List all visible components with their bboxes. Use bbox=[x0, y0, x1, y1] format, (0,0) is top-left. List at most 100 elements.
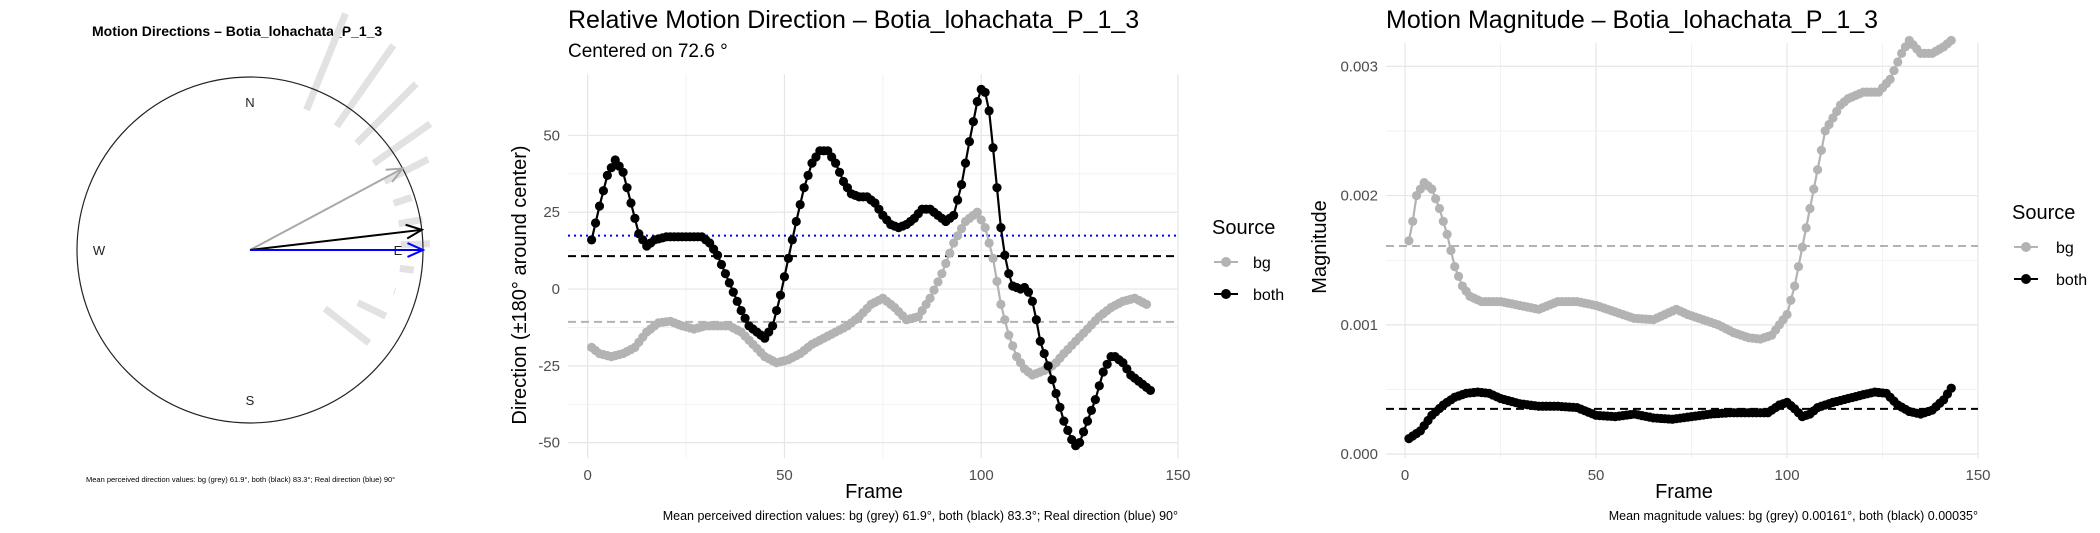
direction-legend-bg-label: bg bbox=[1253, 255, 1271, 272]
direction-legend-both-label: both bbox=[1253, 287, 1284, 304]
data-point-both bbox=[768, 321, 778, 331]
y-tick-label: 25 bbox=[543, 204, 560, 221]
data-point-both bbox=[980, 87, 990, 98]
data-point-bg bbox=[1408, 216, 1418, 227]
data-point-both bbox=[795, 199, 805, 210]
data-point-both bbox=[834, 167, 845, 177]
data-point-bg bbox=[956, 224, 967, 234]
data-point-bg bbox=[980, 223, 990, 233]
compass-title: Motion Directions – Botia_lohachata_P_1_… bbox=[92, 23, 382, 39]
data-point-bg bbox=[1797, 242, 1807, 252]
data-point-both bbox=[1051, 388, 1061, 399]
compass-label-south: S bbox=[246, 393, 255, 408]
compass-rose-spoke bbox=[382, 156, 430, 185]
x-tick-label: 100 bbox=[969, 467, 994, 484]
data-point-both bbox=[732, 296, 742, 306]
data-point-bg bbox=[1805, 203, 1815, 214]
data-point-bg bbox=[1004, 330, 1014, 340]
data-point-both bbox=[1043, 361, 1053, 371]
data-point-bg bbox=[1000, 315, 1010, 325]
direction-legend-both-marker bbox=[1221, 289, 1231, 299]
compass-rose-spoke bbox=[398, 216, 423, 228]
data-point-both bbox=[618, 167, 628, 177]
direction-y-axis-label: Direction (±180° around center) bbox=[509, 145, 531, 424]
y-tick-label: -50 bbox=[538, 435, 560, 452]
compass-rose-spokes bbox=[303, 12, 433, 346]
data-point-both bbox=[1047, 375, 1057, 385]
magnitude-legend-bg-label: bg bbox=[2056, 240, 2074, 257]
data-point-both bbox=[1055, 402, 1065, 412]
data-point-bg bbox=[1453, 271, 1464, 281]
magnitude-chart: Motion Magnitude – Botia_lohachata_P_1_3… bbox=[1309, 6, 2087, 523]
data-point-both bbox=[622, 183, 632, 193]
data-point-both bbox=[1023, 287, 1034, 297]
magnitude-legend-bg-marker bbox=[2021, 242, 2031, 252]
data-point-both bbox=[783, 253, 793, 263]
compass-rose-spoke bbox=[303, 12, 349, 112]
compass-arrows bbox=[249, 167, 426, 258]
data-point-both bbox=[712, 250, 723, 260]
data-point-both bbox=[791, 216, 801, 227]
y-tick-label: 0 bbox=[552, 281, 560, 298]
data-point-both bbox=[949, 210, 959, 220]
compass-arrow-both bbox=[249, 228, 422, 251]
magnitude-legend: Source bg both bbox=[2012, 202, 2087, 289]
data-point-bg bbox=[1438, 216, 1448, 227]
data-point-bg bbox=[1427, 184, 1437, 194]
data-point-bg bbox=[996, 299, 1006, 309]
data-point-bg bbox=[1809, 184, 1819, 194]
data-point-both bbox=[1027, 296, 1037, 306]
data-point-bg bbox=[1893, 57, 1903, 67]
y-tick-label: -25 bbox=[538, 358, 560, 375]
compass-panel: Motion Directions – Botia_lohachata_P_1_… bbox=[76, 12, 433, 484]
magnitude-series bbox=[1404, 35, 1956, 444]
direction-chart-title: Relative Motion Direction – Botia_lohach… bbox=[568, 6, 1139, 34]
x-tick-label: 50 bbox=[1588, 467, 1605, 484]
data-point-bg bbox=[1404, 236, 1414, 246]
y-tick-label: 0.003 bbox=[1340, 58, 1378, 75]
data-point-both bbox=[1102, 359, 1112, 369]
magnitude-reference-lines bbox=[1386, 244, 1978, 410]
data-point-both bbox=[960, 158, 971, 168]
data-point-both bbox=[626, 198, 636, 208]
x-tick-label: 150 bbox=[1165, 467, 1190, 484]
data-point-both bbox=[1063, 425, 1073, 435]
x-tick-label: 150 bbox=[1965, 467, 1990, 484]
data-point-bg bbox=[1816, 145, 1827, 155]
compass-rose-spoke bbox=[371, 120, 433, 167]
data-point-both bbox=[720, 269, 731, 279]
data-point-bg bbox=[1786, 295, 1796, 305]
direction-legend-bg-marker bbox=[1221, 257, 1231, 267]
data-point-bg bbox=[1793, 262, 1804, 272]
data-point-bg bbox=[929, 285, 939, 295]
data-point-both bbox=[988, 143, 998, 153]
direction-series bbox=[587, 84, 1156, 451]
direction-legend-title: Source bbox=[1212, 217, 1275, 239]
data-point-both bbox=[964, 136, 975, 147]
data-point-bg bbox=[937, 269, 947, 279]
data-point-bg bbox=[1431, 194, 1441, 204]
data-point-both bbox=[1098, 367, 1108, 377]
data-point-both bbox=[736, 305, 746, 316]
compass-arrow-head-both bbox=[405, 223, 425, 240]
data-point-both bbox=[1004, 269, 1014, 279]
data-point-bg bbox=[1790, 281, 1800, 291]
data-point-bg bbox=[1812, 165, 1823, 175]
data-point-both bbox=[587, 235, 597, 245]
compass-caption: Mean perceived direction values: bg (gre… bbox=[86, 475, 395, 484]
data-point-bg bbox=[1782, 309, 1792, 320]
data-point-both bbox=[799, 183, 809, 193]
data-point-both bbox=[1059, 416, 1069, 426]
data-point-bg bbox=[1434, 203, 1445, 214]
x-tick-label: 0 bbox=[584, 467, 592, 484]
data-point-bg bbox=[1946, 35, 1956, 46]
data-point-both bbox=[716, 259, 727, 270]
compass-rose-spoke bbox=[400, 240, 431, 249]
data-point-bg bbox=[1446, 245, 1456, 256]
y-tick-label: 0.001 bbox=[1340, 317, 1378, 334]
direction-legend: Source bg both bbox=[1212, 217, 1284, 304]
y-tick-label: 0.002 bbox=[1340, 188, 1378, 205]
x-tick-label: 100 bbox=[1775, 467, 1800, 484]
data-point-both bbox=[598, 186, 609, 196]
